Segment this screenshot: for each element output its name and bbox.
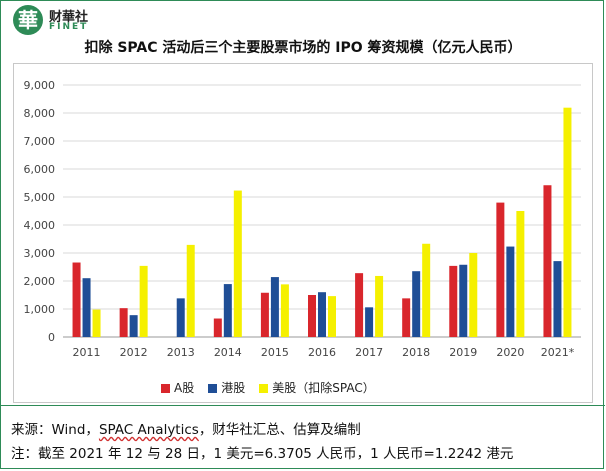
legend-swatch	[208, 384, 218, 393]
bar-us-share	[139, 265, 148, 337]
bar-us-share	[516, 211, 525, 337]
bar-us-share	[233, 190, 242, 337]
bar-chart: 0 1,000 2,000 3,000 4,000 5,000 6,000 7,000 8,00…	[24, 79, 581, 359]
y-tick-label: 5,000	[24, 191, 56, 204]
brand-name: 财華社	[49, 10, 89, 25]
bar-a-share	[543, 185, 552, 337]
bar-a-share	[496, 202, 505, 337]
legend-label: 港股	[221, 381, 246, 395]
bar-hk-share	[129, 315, 138, 337]
bar-hk-share	[412, 271, 421, 337]
bar-a-share	[402, 298, 411, 337]
legend-swatch	[259, 384, 269, 393]
chart-title: 扣除 SPAC 活动后三个主要股票市场的 IPO 筹资规模（亿元人民币）	[84, 40, 522, 56]
source-suffix: ，财华社汇总、估算及编制	[198, 422, 361, 438]
y-tick-label: 6,000	[24, 163, 56, 176]
bar-a-share	[213, 318, 222, 337]
brand-logo: 華 财華社 FINET	[13, 5, 123, 35]
bar-hk-share	[365, 307, 374, 337]
bar-hk-share	[506, 246, 515, 337]
y-tick-label: 4,000	[24, 219, 56, 232]
brand-sub: FINET	[49, 22, 89, 32]
y-tick-label: 0	[48, 331, 55, 344]
legend-swatch	[161, 384, 170, 393]
x-tick-label: 2015	[261, 346, 289, 359]
legend-label: A股	[174, 381, 195, 395]
x-tick-label: 2013	[167, 346, 195, 359]
bar-us-share	[469, 253, 478, 337]
bar-us-share	[563, 107, 572, 338]
legend-label: 美股（扣除SPAC）	[272, 381, 375, 395]
bar-a-share	[119, 308, 128, 337]
x-tick-label: 2014	[214, 346, 242, 359]
bar-hk-share	[459, 264, 468, 337]
x-tick-label: 2019	[449, 346, 477, 359]
legend-item: A股	[161, 379, 194, 396]
x-tick-label: 2017	[355, 346, 383, 359]
bar-a-share	[449, 265, 458, 337]
bar-us-share	[280, 284, 289, 337]
bar-a-share	[308, 295, 316, 337]
bar-hk-share	[553, 261, 562, 337]
x-tick-label: 2016	[308, 346, 336, 359]
x-tick-label: 2012	[120, 346, 148, 359]
source-note: 来源：Wind，SPAC Analytics，财华社汇总、估算及编制	[11, 418, 361, 438]
bar-us-share	[186, 244, 195, 337]
bar-hk-share	[270, 277, 279, 337]
source-prefix: 来源：Wind，	[11, 422, 99, 438]
bar-a-share	[72, 262, 81, 337]
y-tick-label: 7,000	[24, 135, 56, 148]
y-tick-label: 1,000	[24, 303, 56, 316]
bar-us-share	[92, 309, 101, 337]
bar-hk-share	[318, 292, 326, 337]
y-tick-label: 9,000	[24, 79, 56, 92]
y-tick-label: 2,000	[24, 275, 56, 288]
source-spac-analytics: SPAC Analytics	[98, 422, 199, 438]
bar-us-share	[375, 275, 384, 337]
plot-area-border	[13, 63, 593, 403]
x-tick-label: 2020	[496, 346, 524, 359]
brand-badge: 華	[13, 5, 43, 35]
bar-us-share	[328, 296, 336, 337]
bar-hk-share	[82, 278, 91, 337]
exchange-rate-note: 注：截至 2021 年 12 与 28 日，1 美元=6.3705 人民币，1 …	[11, 446, 514, 462]
bar-us-share	[422, 243, 431, 337]
bar-hk-share	[176, 298, 185, 337]
bar-hk-share	[223, 284, 232, 337]
x-tick-label: 2021*	[541, 346, 575, 359]
x-tick-label: 2011	[73, 346, 101, 359]
y-tick-label: 3,000	[24, 247, 56, 260]
legend-item: 美股（扣除SPAC）	[259, 379, 375, 396]
notes-area: 来源：Wind，SPAC Analytics，财华社汇总、估算及编制 注：截至 …	[1, 405, 605, 471]
y-tick-label: 8,000	[24, 107, 56, 120]
bar-a-share	[260, 292, 269, 337]
bar-a-share	[355, 273, 364, 337]
legend-item: 港股	[208, 379, 245, 396]
x-tick-label: 2018	[402, 346, 430, 359]
chart-legend: A股 港股 美股（扣除SPAC）	[161, 379, 389, 395]
